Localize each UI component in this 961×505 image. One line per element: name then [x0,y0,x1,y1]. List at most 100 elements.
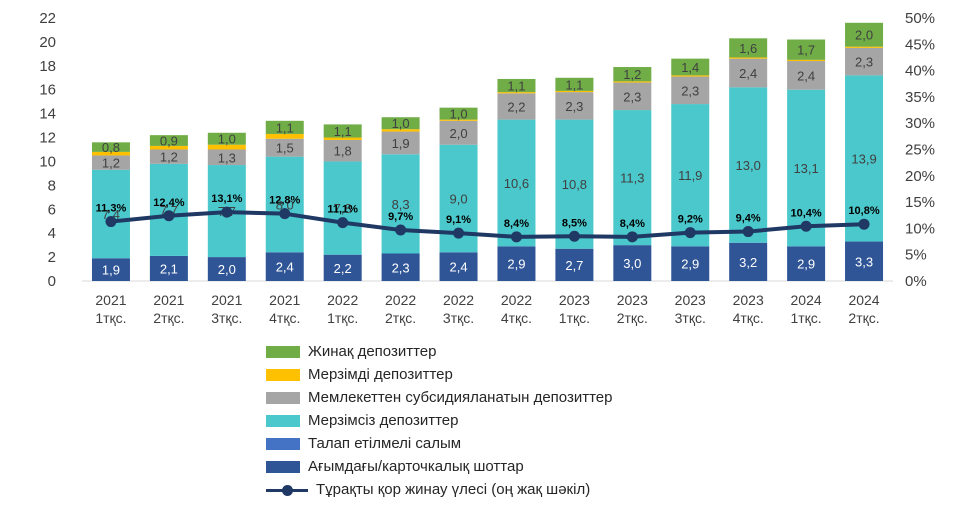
bar-segment [439,120,478,145]
bar-data-label: 2,4 [449,260,467,275]
bar-segment [671,246,710,281]
y-left-tick-label: 6 [48,201,56,218]
bar-data-label: 3,2 [739,255,757,270]
bar-data-label: 1,2 [102,156,120,171]
x-tick-label: 2тқс. [617,310,648,326]
bar-data-label: 11,9 [678,168,702,183]
bar-segment [845,22,884,47]
bar-data-label: 10,8 [562,177,587,192]
ratio-line-path [110,210,865,239]
bar-segment [671,104,710,247]
bar-data-label: 11,3 [620,171,644,186]
y-right-tick-label: 30% [905,115,935,132]
bar-segment [207,149,246,166]
y-right-tick-label: 25% [905,142,935,159]
x-tick-label: 3тқс. [675,310,706,326]
y-right-tick-label: 40% [905,63,935,80]
bar-segment [381,117,420,130]
bar-segment [613,82,652,111]
bar-data-label: 0,8 [102,140,120,155]
y-left-tick-label: 0 [48,273,56,290]
ratio-data-label: 11,1% [327,204,358,216]
bar-segment [613,67,652,82]
bar-segment [845,46,884,48]
bar-segment [323,254,362,281]
x-tick-label: 2021 [95,292,126,308]
bar-segment [787,59,826,62]
bar-segment [323,161,362,255]
bar-segment [845,241,884,281]
bar-data-label: 8,3 [392,197,410,212]
left-axis: 0 2 4 6 8 10 12 14 16 18 20 22 [39,10,56,290]
bar-data-label: 1,6 [739,41,757,56]
bar-segment [845,75,884,242]
ratio-data-label: 13,1% [211,193,242,205]
x-tick-label: 2023 [617,292,648,308]
bar-data-label: 2,4 [739,66,757,81]
ratio-point [221,206,233,218]
bar-data-label: 1,0 [218,132,236,147]
y-right-tick-label: 45% [905,36,935,53]
bar-data-label: 1,0 [392,116,410,131]
bar-segment [497,93,536,120]
x-tick-label: 1тқс. [327,310,358,326]
x-tick-label: 2022 [443,292,474,308]
legend-swatch [266,368,300,381]
bar-segment [729,87,768,243]
x-tick-label: 2тқс. [848,310,879,326]
bar-data-label: 7,8 [334,201,352,216]
bar-data-label: 2,7 [565,258,583,273]
bar-segment [91,169,130,259]
ratio-point [568,230,580,242]
x-tick-label: 1тқс. [95,310,126,326]
bar-segment [671,75,710,77]
bar-data-label: 2,0 [218,262,236,277]
bar-data-label: 2,3 [855,55,873,70]
bar-data-label: 2,2 [507,99,525,114]
bar-data-label: 13,1 [793,161,818,176]
bar-data-label: 1,2 [160,150,178,165]
bar-data-label: 2,3 [681,83,699,98]
bar-segment [149,163,188,256]
bar-data-label: 1,5 [276,141,294,156]
legend-item: Мемлекеттен субсидияланатын депозиттер [266,386,612,409]
bar-segment [613,245,652,281]
ratio-data-label: 9,4% [736,213,761,225]
bar-segment [207,257,246,281]
bar-segment [91,155,130,170]
x-tick-label: 2024 [848,292,879,308]
bar-data-label: 1,1 [507,79,525,94]
bar-segment [439,119,478,121]
bar-segment [555,92,594,120]
ratio-point [626,231,638,243]
x-tick-label: 4тқс. [501,310,532,326]
bar-data-label: 9,0 [449,192,467,207]
bar-segment [555,77,594,91]
ratio-data-label: 9,7% [388,211,413,223]
bar-data-label: 10,6 [504,176,529,191]
legend-item: Мерзімді депозиттер [266,363,612,386]
legend-item: Талап етілмелі салым [266,432,612,455]
ratio-data-label: 8,5% [562,217,587,229]
bar-data-label: 1,9 [102,263,120,278]
legend-label: Мерзімді депозиттер [308,366,453,383]
y-right-tick-label: 50% [905,10,935,27]
legend-item: Ағымдағы/карточкалық шоттар [266,455,612,478]
bar-data-label: 2,4 [276,260,294,275]
bar-data-label: 1,4 [681,60,699,75]
y-right-tick-label: 20% [905,168,935,185]
right-axis: 0% 5% 10% 15% 20% 25% 30% 35% 40% 45% 50% [905,10,935,290]
y-left-tick-label: 8 [48,177,56,194]
bar-segment [265,138,304,157]
bar-data-label: 3,0 [623,256,641,271]
bar-data-label: 2,3 [392,260,410,275]
bar-data-label: 2,0 [855,28,873,43]
bar-segment [729,58,768,88]
x-tick-label: 2023 [675,292,706,308]
legend: Жинақ депозиттер Мерзімді депозиттер Мемле… [266,340,612,501]
x-tick-label: 2тқс. [153,310,184,326]
x-tick-label: 1тқс. [559,310,590,326]
bar-segment [381,129,420,132]
y-left-tick-label: 2 [48,249,56,266]
